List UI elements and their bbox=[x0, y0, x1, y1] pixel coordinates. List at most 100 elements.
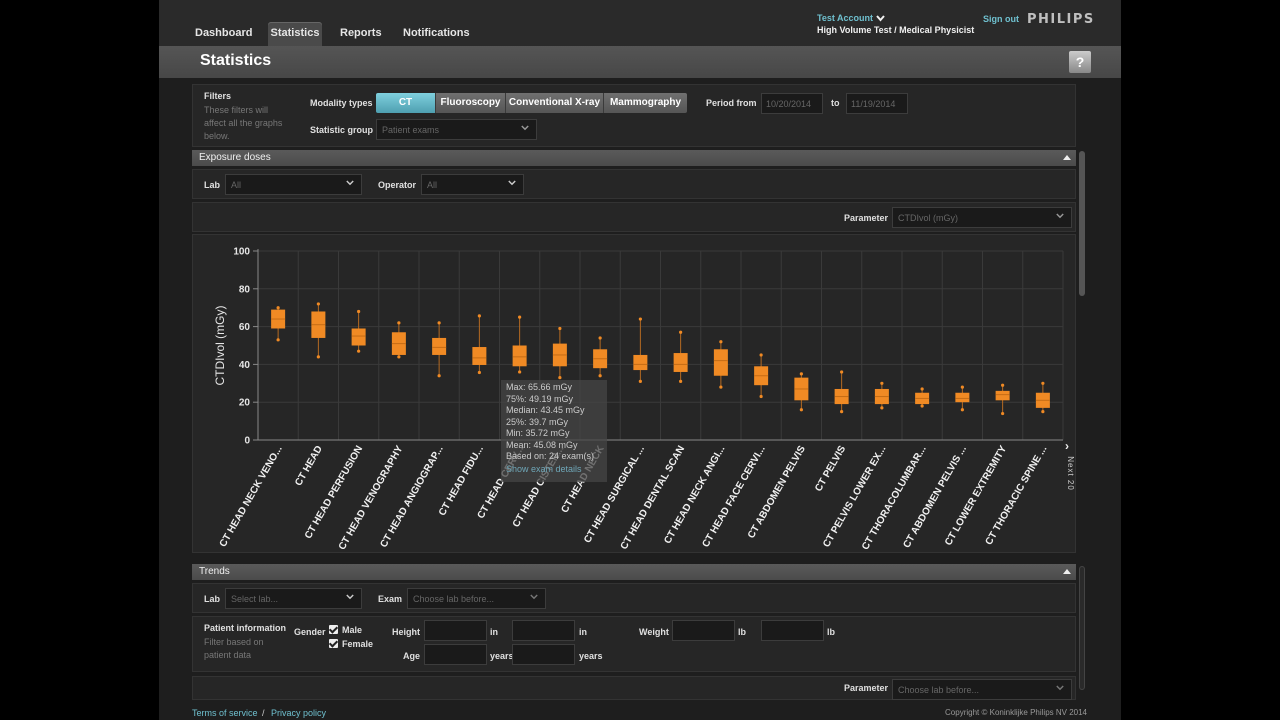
age-unit-2: years bbox=[579, 651, 603, 661]
box-min-point bbox=[276, 338, 280, 342]
male-label: Male bbox=[342, 625, 363, 635]
operator-select[interactable]: All bbox=[421, 174, 524, 195]
trends-lab-label: Lab bbox=[204, 594, 221, 604]
box-min-point bbox=[558, 376, 562, 380]
tooltip-25: 25%: 39.7 mGy bbox=[506, 416, 569, 427]
account-menu[interactable]: Test Account High Volume Test / Medical … bbox=[817, 13, 974, 35]
box-min-point bbox=[1001, 411, 1005, 416]
app-window: Dashboard Statistics Reports Notificatio… bbox=[159, 0, 1121, 720]
box-plot-panel: 0 20 40 60 80 100 CTDIvol (mGy) CT HEAD NECK VE… bbox=[192, 234, 1076, 553]
modality-mammography-button[interactable]: Mammography bbox=[604, 93, 687, 113]
tooltip-min: Min: 35.72 mGy bbox=[506, 428, 570, 438]
modality-fluoroscopy-button[interactable]: Fluoroscopy bbox=[436, 93, 506, 113]
height-max-input[interactable] bbox=[512, 620, 575, 641]
box-body bbox=[351, 328, 366, 346]
privacy-policy-link[interactable]: Privacy policy bbox=[271, 708, 327, 718]
collapse-up-icon[interactable] bbox=[1063, 569, 1071, 574]
chevron-down-icon bbox=[876, 14, 885, 22]
box-max-point bbox=[1041, 381, 1045, 385]
chevron-down-icon bbox=[508, 180, 516, 186]
box-min-point bbox=[840, 410, 844, 414]
footer-separator: / bbox=[262, 708, 265, 718]
x-tick-label: CT PELVIS bbox=[813, 444, 848, 494]
sign-out-link[interactable]: Sign out bbox=[983, 14, 1019, 24]
box-max-point bbox=[920, 387, 924, 391]
box-max-point bbox=[276, 306, 280, 310]
height-min-input[interactable] bbox=[424, 620, 487, 641]
trends-exam-select[interactable]: Choose lab before... bbox=[407, 588, 546, 609]
box-max-point bbox=[558, 326, 562, 331]
philips-logo: PHILIPS bbox=[1027, 12, 1095, 27]
age-min-input[interactable] bbox=[424, 644, 487, 665]
age-unit-1: years bbox=[490, 651, 514, 661]
tooltip-mean: Mean: 45.08 mGy bbox=[506, 439, 578, 450]
period-from-input[interactable]: 10/20/2014 bbox=[761, 93, 823, 114]
box-max-point bbox=[679, 330, 683, 334]
filters-panel: Filters These filters will affect all th… bbox=[192, 84, 1076, 147]
exposure-scrollbar[interactable] bbox=[1079, 151, 1085, 296]
title-bar: Statistics ? bbox=[159, 46, 1121, 78]
female-checkbox[interactable] bbox=[329, 639, 338, 648]
box-max-point bbox=[316, 302, 320, 306]
page-title: Statistics bbox=[200, 52, 272, 69]
tab-reports[interactable]: Reports bbox=[340, 27, 382, 39]
next-20-label: Next 20 bbox=[1065, 456, 1075, 491]
footer: Terms of service / Privacy policy Copyri… bbox=[159, 703, 1121, 720]
show-exam-details-link[interactable]: Show exam details bbox=[506, 463, 582, 474]
patient-info-hint: Filter based on patient data bbox=[204, 637, 264, 660]
next-20-button[interactable]: › Next 20 bbox=[1063, 439, 1075, 499]
trends-lab-select[interactable]: Select lab... bbox=[225, 588, 362, 609]
height-label: Height bbox=[392, 627, 420, 637]
exposure-doses-header[interactable]: Exposure doses bbox=[192, 150, 1076, 166]
account-name[interactable]: Test Account bbox=[817, 13, 874, 23]
filters-hint: These filters will affect all the graphs… bbox=[204, 105, 283, 141]
tab-statistics[interactable]: Statistics bbox=[268, 22, 322, 46]
filters-title: Filters bbox=[204, 91, 232, 101]
box-min-point bbox=[679, 379, 683, 384]
statistic-group-value: Patient exams bbox=[382, 125, 440, 135]
trends-parameter-select[interactable]: Choose lab before... bbox=[892, 679, 1072, 700]
period-to-input[interactable]: 11/19/2014 bbox=[846, 93, 908, 114]
modality-ct-button[interactable]: CT bbox=[376, 93, 436, 113]
box-max-point bbox=[799, 372, 803, 376]
help-button[interactable]: ? bbox=[1069, 51, 1091, 73]
terms-of-service-link[interactable]: Terms of service bbox=[192, 708, 258, 718]
chart-tooltip: Max: 65.66 mGy 75%: 49.19 mGy Median: 43… bbox=[501, 380, 607, 482]
lab-select[interactable]: All bbox=[225, 174, 362, 195]
x-tick-label: CT HEAD bbox=[293, 444, 325, 488]
box-min-point bbox=[638, 379, 642, 384]
box-min-point bbox=[1041, 410, 1045, 414]
trends-scrollbar[interactable] bbox=[1079, 566, 1085, 690]
male-checkbox[interactable] bbox=[329, 625, 338, 634]
weight-max-input[interactable] bbox=[761, 620, 824, 641]
modality-conventional-xray-button[interactable]: Conventional X-ray bbox=[506, 93, 604, 113]
weight-label: Weight bbox=[639, 627, 669, 637]
tooltip-based-on: Based on: 24 exam(s) bbox=[506, 451, 595, 461]
statistic-group-select[interactable]: Patient exams bbox=[376, 119, 537, 140]
weight-min-input[interactable] bbox=[672, 620, 735, 641]
weight-unit-2: lb bbox=[827, 627, 835, 637]
age-max-input[interactable] bbox=[512, 644, 575, 665]
box-body bbox=[432, 337, 447, 355]
box-min-point bbox=[920, 404, 924, 408]
tab-dashboard[interactable]: Dashboard bbox=[195, 27, 253, 39]
box-max-point bbox=[357, 309, 361, 314]
chevron-down-icon bbox=[530, 594, 538, 600]
box-max-point bbox=[477, 314, 481, 318]
box-min-point bbox=[759, 394, 763, 399]
tooltip-median: Median: 43.45 mGy bbox=[506, 405, 585, 415]
collapse-up-icon[interactable] bbox=[1063, 155, 1071, 160]
trends-parameter-label: Parameter bbox=[844, 683, 889, 693]
height-unit-2: in bbox=[579, 627, 587, 637]
box-body bbox=[713, 349, 728, 376]
parameter-select[interactable]: CTDIvol (mGy) bbox=[892, 207, 1072, 228]
box-max-point bbox=[719, 340, 723, 344]
box-min-point bbox=[316, 355, 320, 359]
y-tick-label: 80 bbox=[239, 284, 251, 295]
box-body bbox=[633, 354, 648, 371]
box-body bbox=[673, 353, 688, 372]
trends-header[interactable]: Trends bbox=[192, 564, 1076, 580]
chevron-down-icon bbox=[521, 125, 529, 131]
tab-notifications[interactable]: Notifications bbox=[403, 27, 470, 39]
box-min-point bbox=[357, 349, 361, 353]
